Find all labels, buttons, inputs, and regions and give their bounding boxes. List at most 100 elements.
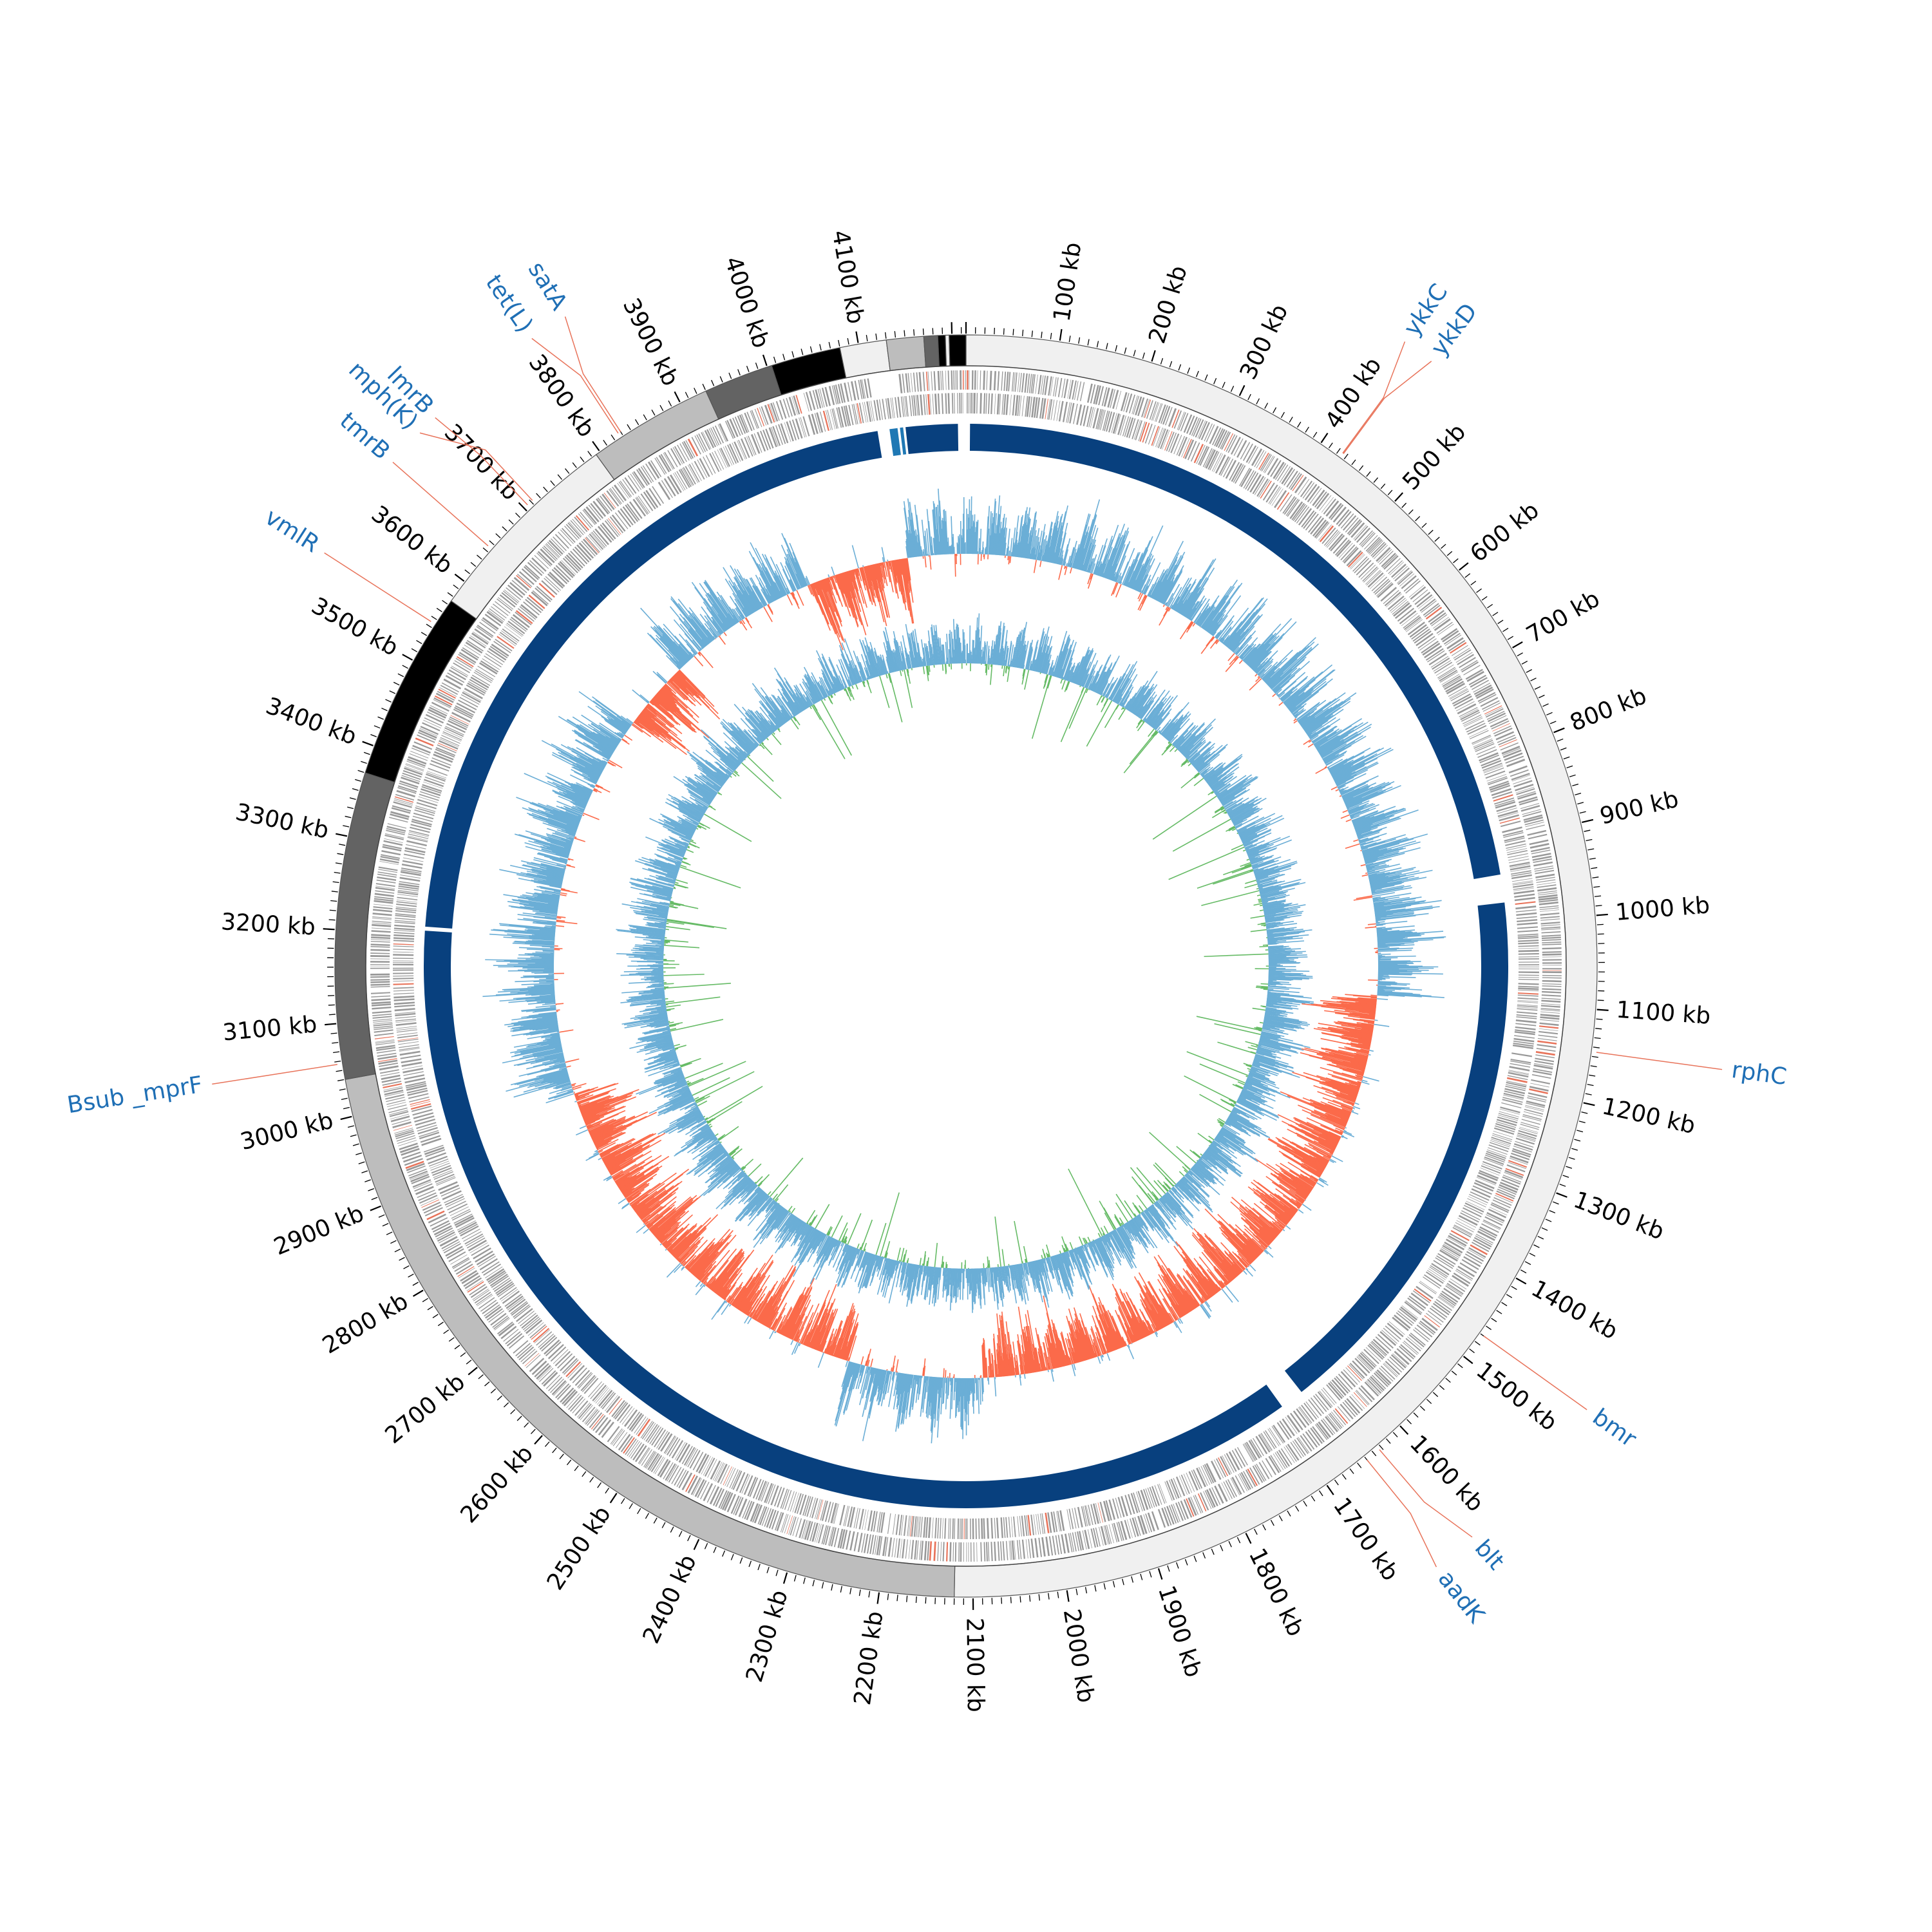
cds-feature [942,1518,943,1539]
cds-feature [744,1501,753,1520]
cds-feature [818,1524,824,1544]
cds-feature [1487,712,1506,723]
gc-bar [1341,788,1354,796]
cds-feature [815,389,822,409]
cds-feature [898,1515,903,1536]
gc-bar [1229,655,1238,665]
cds-feature [429,763,450,772]
cds-feature [1139,422,1148,442]
cds-feature [884,1537,889,1557]
cds-feature [459,652,477,664]
gc-bar [1257,658,1274,676]
cds-feature [1046,399,1051,420]
cds-feature [431,701,450,712]
cds-feature [1443,632,1461,645]
cds-feature [1170,433,1180,453]
cds-feature [1175,1502,1184,1521]
cds-feature [1367,572,1384,588]
cds-feature [1485,770,1506,779]
cds-feature [963,1518,965,1539]
cds-feature [920,394,923,415]
gc-bar [1228,621,1252,649]
cds-feature [1323,498,1336,515]
gc-bar [1178,599,1188,614]
gc-bar [1133,556,1149,590]
gc-bar [1087,573,1092,585]
cds-feature [1542,968,1562,970]
cds-feature [724,1492,734,1511]
cds-feature [1227,435,1238,453]
cds-feature [497,1284,515,1298]
gc-bar [1264,667,1280,683]
cds-feature [1084,1505,1090,1526]
cds-feature [370,946,390,948]
cds-feature [437,744,457,753]
cds-feature [1103,1525,1109,1545]
cds-feature [1209,451,1220,471]
gc-bar [1037,552,1040,561]
cds-feature [831,408,838,429]
cds-feature [1433,659,1452,672]
cds-feature [451,712,471,723]
cds-feature [1365,536,1380,552]
cds-feature [370,965,390,967]
gc-bar [1171,596,1180,610]
cds-feature [399,1050,421,1056]
cds-feature [521,568,537,583]
cds-feature [806,1497,813,1517]
gc-bar [1090,554,1097,574]
cds-feature [496,1282,515,1296]
cds-feature [1487,776,1508,784]
cds-feature [491,606,507,619]
cds-feature [1365,1347,1381,1362]
cds-feature [1515,905,1537,910]
cds-feature [683,440,694,459]
cds-feature [382,1081,402,1086]
cds-feature [1037,1513,1041,1535]
cds-feature [1482,1160,1502,1170]
cds-feature [1501,1179,1520,1188]
cds-feature [462,647,479,659]
cds-feature [1515,901,1536,905]
cds-feature [1147,1488,1155,1508]
cds-feature [406,1087,428,1094]
cds-feature [1500,742,1519,751]
cds-feature [1528,1092,1548,1099]
cds-feature [1497,808,1517,814]
cds-feature [1499,814,1519,822]
cds-feature [1255,1435,1268,1455]
cds-feature [1537,882,1556,886]
cds-feature [439,1236,458,1247]
cds-feature [814,413,821,433]
cds-feature [417,1189,435,1198]
cds-feature [1073,403,1078,424]
cds-feature [1473,1182,1494,1192]
cds-feature [1346,1397,1361,1414]
cds-feature [488,647,507,661]
cds-feature [1506,846,1527,851]
cds-feature [1517,1007,1538,1009]
cds-feature [506,587,522,601]
cds-feature [1515,1141,1534,1148]
cds-feature [1157,428,1166,448]
cds-feature [399,876,421,882]
cds-feature [1541,936,1561,940]
cds-feature [1381,1329,1397,1344]
gc-bar [1094,561,1099,574]
cds-feature [390,811,410,818]
cds-feature [1452,693,1471,705]
cds-feature [632,1443,645,1461]
cds-feature [464,645,481,656]
cds-feature [1517,922,1538,925]
cds-feature [1264,456,1275,473]
cds-feature [739,1473,749,1493]
cds-feature [560,529,574,544]
cds-feature [461,1228,480,1240]
cds-feature [828,386,835,406]
gc-bar [1014,531,1018,557]
cds-feature [988,393,990,414]
gc-bar [1303,700,1347,731]
gc-bar [1305,706,1341,732]
cds-feature [1396,1312,1413,1326]
gc-bar [1272,667,1298,691]
